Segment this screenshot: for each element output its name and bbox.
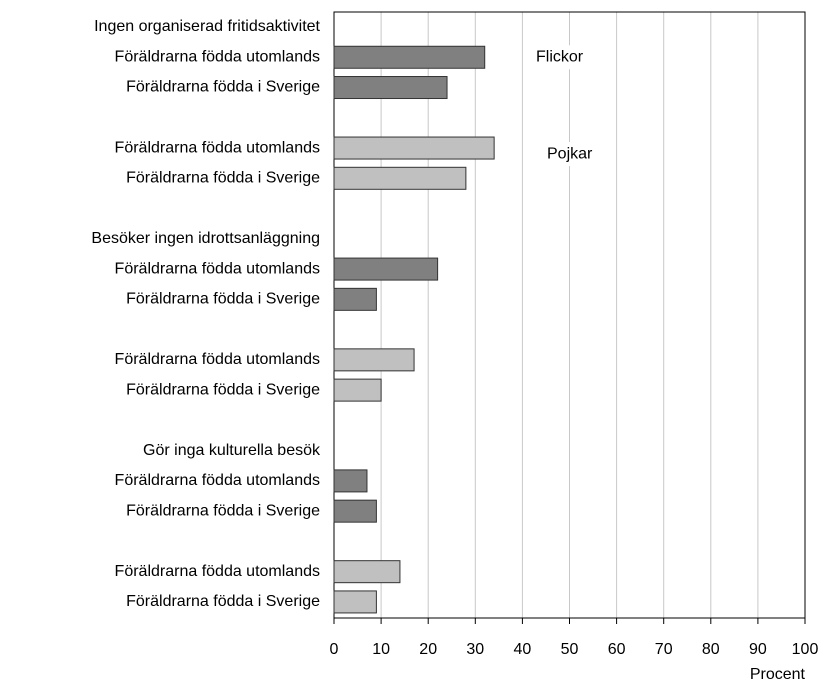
legend-label: Flickor — [536, 48, 584, 65]
bar — [333, 166, 467, 190]
bar — [333, 348, 415, 372]
bar — [333, 469, 368, 493]
bar — [333, 378, 382, 402]
bar — [333, 257, 439, 281]
x-tick-label: 90 — [749, 641, 767, 658]
y-tick-label: Ingen organiserad fritidsaktivitet — [94, 18, 320, 35]
bar — [333, 136, 495, 160]
y-tick-label: Föräldrarna födda i Sverige — [126, 381, 320, 398]
y-tick-label: Föräldrarna födda utomlands — [115, 139, 320, 156]
x-tick-label: 50 — [561, 641, 579, 658]
legend-bg — [530, 45, 598, 70]
bar — [333, 560, 401, 584]
y-tick-label: Besöker ingen idrottsanläggning — [91, 230, 320, 247]
x-tick-label: 100 — [792, 641, 819, 658]
legend-label: Pojkar — [547, 145, 593, 162]
y-tick-label: Föräldrarna födda utomlands — [115, 48, 320, 65]
y-tick-label: Föräldrarna födda i Sverige — [126, 291, 320, 308]
y-tick-label: Föräldrarna födda i Sverige — [126, 170, 320, 187]
y-tick-label: Föräldrarna födda i Sverige — [126, 79, 320, 96]
bar — [333, 287, 377, 311]
x-tick-label: 30 — [466, 641, 484, 658]
y-tick-label: Föräldrarna födda utomlands — [115, 563, 320, 580]
x-tick-label: 60 — [608, 641, 626, 658]
x-tick-label: 80 — [702, 641, 720, 658]
x-tick-label: 10 — [372, 641, 390, 658]
bar — [333, 499, 377, 523]
x-tick-label: 70 — [655, 641, 673, 658]
x-tick-label: 0 — [330, 641, 339, 658]
bar — [333, 45, 486, 69]
x-tick-label: 40 — [514, 641, 532, 658]
y-tick-label: Föräldrarna födda utomlands — [115, 351, 320, 368]
x-tick-label: 20 — [419, 641, 437, 658]
y-tick-label: Gör inga kulturella besök — [143, 442, 321, 459]
y-tick-label: Föräldrarna födda utomlands — [115, 472, 320, 489]
y-tick-label: Föräldrarna födda i Sverige — [126, 502, 320, 519]
legend-bg — [541, 142, 609, 167]
bar — [333, 590, 377, 614]
bar — [333, 76, 448, 100]
y-tick-label: Föräldrarna födda i Sverige — [126, 593, 320, 610]
plot-frame — [333, 11, 806, 619]
y-tick-label: Föräldrarna födda utomlands — [115, 260, 320, 277]
x-axis-label: Procent — [750, 666, 806, 682]
